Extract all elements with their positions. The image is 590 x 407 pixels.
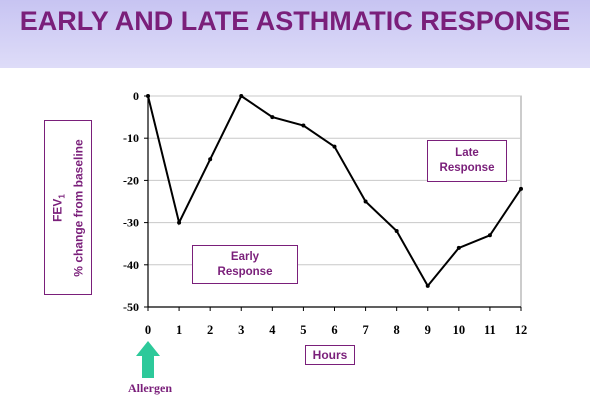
y-axis-label: FEV1 % change from baseline: [50, 138, 86, 277]
data-point: [363, 199, 368, 204]
y-tick-label: 0: [133, 89, 139, 103]
x-tick-label: 12: [515, 323, 528, 337]
x-axis-label: Hours: [312, 348, 348, 362]
y-tick-label: -30: [123, 216, 139, 230]
x-tick-label: 9: [425, 323, 431, 337]
data-point: [146, 94, 150, 98]
x-tick-label: 2: [207, 323, 213, 337]
x-tick-label: 11: [484, 323, 496, 337]
x-tick-label: 7: [362, 323, 368, 337]
early-response-label-1: Early: [230, 251, 260, 263]
late-response-label-1: Late: [455, 147, 479, 159]
data-point: [425, 283, 430, 288]
x-axis-label-box: Hours: [305, 345, 355, 365]
header-band: [0, 0, 590, 68]
data-point: [487, 233, 492, 238]
early-response-box: Early Response: [192, 245, 298, 284]
data-point: [332, 144, 337, 149]
data-point: [519, 186, 523, 191]
data-point: [456, 245, 461, 250]
allergen-label: Allergen: [128, 381, 172, 395]
x-tick-label: 5: [300, 323, 306, 337]
x-tick-label: 8: [394, 323, 400, 337]
allergen-arrow-icon: [136, 341, 160, 378]
data-point: [270, 115, 275, 120]
data-point: [239, 94, 244, 98]
y-tick-label: -20: [123, 173, 139, 187]
page-title: EARLY AND LATE ASTHMATIC RESPONSE: [19, 6, 571, 36]
x-tick-label: 0: [145, 323, 151, 337]
early-response-label-2: Response: [217, 266, 273, 278]
y-tick-label: -40: [123, 258, 139, 272]
chart-background: [0, 68, 590, 407]
data-point: [301, 123, 306, 128]
x-tick-label: 3: [238, 323, 244, 337]
y-axis-label-box: FEV1 % change from baseline: [44, 120, 92, 295]
x-tick-label: 1: [176, 323, 182, 337]
data-point: [394, 229, 399, 234]
late-response-label-2: Response: [439, 162, 495, 174]
data-point: [208, 157, 213, 162]
late-response-box: Late Response: [427, 140, 507, 182]
y-tick-label: -50: [123, 300, 139, 314]
x-tick-label: 6: [331, 323, 337, 337]
x-tick-label: 4: [269, 323, 276, 337]
data-point: [177, 220, 182, 225]
x-tick-label: 10: [453, 323, 466, 337]
y-tick-label: -10: [123, 131, 139, 145]
